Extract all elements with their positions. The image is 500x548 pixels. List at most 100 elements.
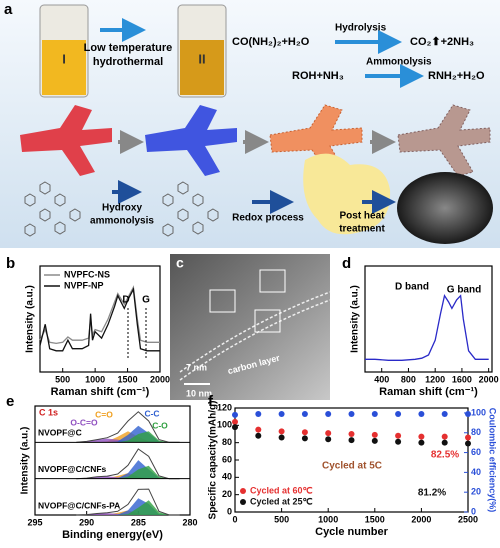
component-label: C-C: [144, 408, 159, 418]
x-tick-label: 285: [131, 517, 146, 527]
step-text: hydrothermal: [93, 56, 163, 68]
data-point: [301, 435, 308, 442]
data-point: [441, 433, 448, 440]
data-point: [395, 438, 402, 445]
data-point: [465, 440, 471, 447]
y2-tick-label: 60: [471, 447, 481, 457]
annotation: 82.5%: [431, 450, 459, 461]
y2-tick-label: 0: [471, 506, 476, 516]
plot-frame: [364, 265, 493, 373]
reaction-condition: Ammonolysis: [366, 57, 432, 68]
y2-tick-label: 20: [471, 487, 481, 497]
data-point: [278, 428, 285, 435]
x-tick-label: 800: [401, 374, 416, 384]
component-peak: [76, 465, 180, 479]
sem-image: [397, 172, 493, 244]
annotation: Cycled at 5C: [322, 461, 382, 472]
x-axis-label: Cycle number: [315, 526, 388, 538]
series-line: [39, 285, 160, 345]
data-point: [301, 429, 308, 436]
legend-swatch: [240, 488, 246, 494]
component-label: C-O: [152, 420, 168, 430]
sample-name: NVOPF@C/CNFs-PA: [38, 500, 120, 510]
y-tick-label: 20: [222, 489, 232, 499]
x-tick-label: 1000: [85, 374, 105, 384]
series-line: [39, 287, 160, 352]
x-tick-label: 1600: [452, 374, 472, 384]
panel-label: a: [4, 1, 13, 18]
envelope: [76, 411, 180, 443]
y-tick-label: 80: [222, 437, 232, 447]
x-axis-label: Binding energy(eV): [62, 529, 163, 541]
component-peak: [76, 438, 180, 443]
annotation: 7 nm: [186, 362, 207, 372]
carbon-layer-edge: [179, 291, 331, 373]
vial-label: I: [62, 51, 66, 66]
carbon-coated-blob: [303, 153, 391, 235]
x-tick-label: 2000: [479, 374, 499, 384]
panel-label: f: [208, 393, 214, 410]
y-axis-label: Specific capacity(mAh/g): [208, 401, 219, 520]
vial-label: II: [198, 51, 205, 66]
carbon-layer-edge: [179, 299, 331, 381]
y-tick-label: 40: [222, 472, 232, 482]
data-point: [232, 411, 238, 418]
x-tick-label: 2500: [458, 514, 478, 524]
data-point: [418, 439, 425, 446]
x-tick-label: 1500: [118, 374, 138, 384]
data-point: [232, 418, 238, 425]
reaction-text: ROH+NH₃: [292, 70, 344, 82]
data-point: [278, 410, 285, 417]
legend-label: Cycled at 25℃: [250, 496, 313, 506]
panel-label: b: [6, 255, 15, 272]
panel-label: d: [342, 255, 351, 272]
data-point: [232, 424, 238, 431]
data-point: [371, 431, 378, 438]
envelope: [76, 448, 180, 480]
y-tick-label: 60: [222, 454, 232, 464]
data-point: [441, 410, 448, 417]
x-tick-label: 290: [79, 517, 94, 527]
step-text: ammonolysis: [90, 216, 154, 227]
data-point: [348, 431, 355, 437]
annotation: G band: [447, 285, 481, 296]
x-tick-label: 500: [55, 374, 70, 384]
x-axis-label: Raman shift (cm⁻¹): [379, 386, 478, 398]
data-point: [255, 410, 262, 417]
step-text: Post heat: [339, 211, 385, 222]
sample-name: NVOPF@C: [38, 428, 82, 438]
panel-label: e: [6, 393, 14, 410]
legend-swatch: [240, 499, 246, 505]
vial: [39, 4, 89, 98]
legend-label: NVPFC-NS: [64, 269, 110, 279]
reaction-text: RNH₂+H₂O: [428, 70, 485, 82]
component-peak: [76, 431, 180, 443]
x-tick-label: 400: [374, 374, 389, 384]
x-tick-label: 1200: [425, 374, 445, 384]
x-tick-label: 295: [27, 517, 42, 527]
reaction-text: CO(NH₂)₂+H₂O: [232, 36, 310, 48]
x-tick-label: 0: [232, 514, 237, 524]
panel-label: c: [176, 255, 184, 271]
x-tick-label: 2000: [150, 374, 170, 384]
data-point: [418, 410, 425, 417]
data-point: [465, 434, 471, 441]
x-tick-label: 280: [182, 517, 197, 527]
legend-label: Cycled at 60℃: [250, 485, 313, 495]
data-point: [465, 410, 471, 417]
data-point: [395, 410, 402, 417]
legend-label: NVPF-NP: [64, 280, 104, 290]
y-tick-label: 120: [217, 402, 232, 412]
tem-image: [170, 254, 330, 400]
vial: [177, 4, 227, 98]
annotation: 10 nm: [186, 388, 212, 398]
component-peak: [76, 500, 180, 515]
step-text: Low temperature: [84, 42, 173, 54]
data-point: [441, 439, 448, 446]
reaction-text: CO₂⬆+2NH₃: [410, 36, 474, 48]
data-point: [348, 437, 355, 444]
lattice-box: [209, 289, 236, 313]
data-point: [348, 410, 355, 417]
